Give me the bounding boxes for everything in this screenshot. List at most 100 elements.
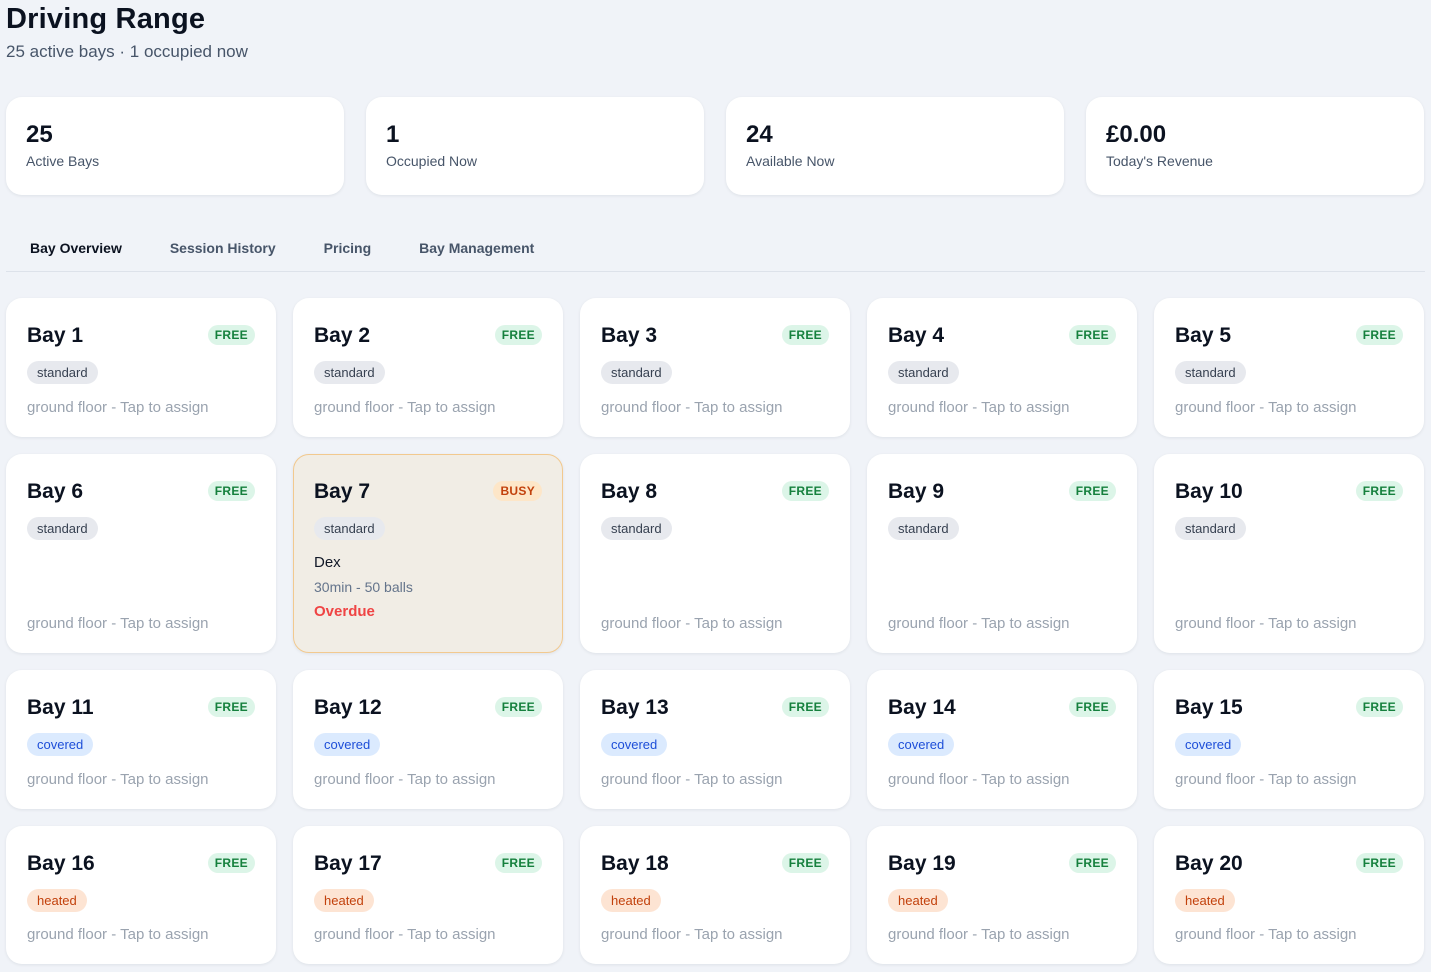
- stat-value: 25: [26, 121, 53, 148]
- bay-type-tag: standard: [601, 361, 672, 384]
- bay-location-hint: ground floor - Tap to assign: [888, 615, 1070, 632]
- bay-card[interactable]: Bay 7 BUSY standard Dex 30min - 50 balls Over…: [293, 454, 563, 653]
- bay-location-hint: ground floor - Tap to assign: [314, 926, 496, 943]
- bay-location-hint: ground floor - Tap to assign: [1175, 399, 1357, 416]
- bay-location-hint: ground floor - Tap to assign: [1175, 771, 1357, 788]
- bay-location-hint: ground floor - Tap to assign: [601, 771, 783, 788]
- bay-type-tag: heated: [314, 889, 374, 912]
- bay-card[interactable]: Bay 18 FREE heated ground floor - Tap to as…: [580, 826, 850, 964]
- bay-card[interactable]: Bay 11 FREE covered ground floor - Tap to a…: [6, 670, 276, 809]
- bay-card[interactable]: Bay 9 FREE standard ground floor - Tap to a…: [867, 454, 1137, 653]
- status-badge: FREE: [1068, 481, 1116, 501]
- bay-type-tag: standard: [27, 361, 98, 384]
- stat-label: Today's Revenue: [1106, 153, 1213, 169]
- bay-name: Bay 5: [1175, 324, 1232, 347]
- status-badge: FREE: [781, 853, 829, 873]
- bay-card[interactable]: Bay 10 FREE standard ground floor - Tap to …: [1154, 454, 1424, 653]
- status-badge: FREE: [494, 697, 542, 717]
- bay-type-tag: covered: [314, 733, 381, 756]
- bay-name: Bay 2: [314, 324, 371, 347]
- session-customer: Dex: [314, 554, 341, 571]
- status-badge: FREE: [1068, 325, 1116, 345]
- bay-card[interactable]: Bay 1 FREE standard ground floor - Tap to a…: [6, 298, 276, 437]
- bay-name: Bay 18: [601, 852, 669, 875]
- status-badge: BUSY: [493, 481, 542, 501]
- bay-type-tag: standard: [1175, 361, 1246, 384]
- bay-card[interactable]: Bay 2 FREE standard ground floor - Tap to a…: [293, 298, 563, 437]
- bay-location-hint: ground floor - Tap to assign: [27, 615, 209, 632]
- tab-bar: Bay Overview Session History Pricing Bay…: [6, 230, 1425, 272]
- stat-label: Available Now: [746, 153, 835, 169]
- bay-grid: Bay 1 FREE standard ground floor - Tap to a…: [6, 298, 1424, 964]
- status-badge: FREE: [207, 481, 255, 501]
- tab-pricing[interactable]: Pricing: [323, 240, 372, 256]
- bay-name: Bay 11: [27, 696, 94, 719]
- bay-name: Bay 16: [27, 852, 95, 875]
- bay-name: Bay 3: [601, 324, 658, 347]
- session-detail: 30min - 50 balls: [314, 579, 413, 595]
- bay-location-hint: ground floor - Tap to assign: [601, 615, 783, 632]
- bay-name: Bay 4: [888, 324, 945, 347]
- bay-card[interactable]: Bay 5 FREE standard ground floor - Tap to a…: [1154, 298, 1424, 437]
- bay-card[interactable]: Bay 4 FREE standard ground floor - Tap to a…: [867, 298, 1137, 437]
- status-badge: FREE: [781, 481, 829, 501]
- bay-type-tag: standard: [888, 517, 959, 540]
- bay-card[interactable]: Bay 17 FREE heated ground floor - Tap to as…: [293, 826, 563, 964]
- bay-name: Bay 14: [888, 696, 956, 719]
- status-badge: FREE: [1068, 697, 1116, 717]
- bay-card[interactable]: Bay 6 FREE standard ground floor - Tap to a…: [6, 454, 276, 653]
- stat-value: 24: [746, 121, 773, 148]
- status-badge: FREE: [781, 697, 829, 717]
- session-overdue-alert: Overdue: [314, 603, 375, 620]
- bay-location-hint: ground floor - Tap to assign: [27, 926, 209, 943]
- bay-name: Bay 12: [314, 696, 382, 719]
- bay-name: Bay 10: [1175, 480, 1243, 503]
- status-badge: FREE: [494, 853, 542, 873]
- bay-name: Bay 1: [27, 324, 84, 347]
- bay-card[interactable]: Bay 14 FREE covered ground floor - Tap to a…: [867, 670, 1137, 809]
- bay-name: Bay 8: [601, 480, 658, 503]
- bay-type-tag: standard: [314, 361, 385, 384]
- bay-card[interactable]: Bay 8 FREE standard ground floor - Tap to a…: [580, 454, 850, 653]
- bay-location-hint: ground floor - Tap to assign: [888, 771, 1070, 788]
- bay-card[interactable]: Bay 13 FREE covered ground floor - Tap to a…: [580, 670, 850, 809]
- bay-type-tag: covered: [27, 733, 94, 756]
- status-badge: FREE: [1355, 325, 1403, 345]
- bay-card[interactable]: Bay 3 FREE standard ground floor - Tap to a…: [580, 298, 850, 437]
- status-badge: FREE: [1355, 853, 1403, 873]
- stat-card-todays-revenue: £0.00 Today's Revenue: [1086, 97, 1424, 195]
- bay-name: Bay 9: [888, 480, 945, 503]
- status-badge: FREE: [1355, 697, 1403, 717]
- bay-type-tag: covered: [601, 733, 668, 756]
- tab-bay-overview[interactable]: Bay Overview: [30, 240, 122, 256]
- stats-row: 25 Active Bays 1 Occupied Now 24 Availab…: [6, 97, 1424, 195]
- stat-card-occupied-now: 1 Occupied Now: [366, 97, 704, 195]
- bay-card[interactable]: Bay 16 FREE heated ground floor - Tap to as…: [6, 826, 276, 964]
- tab-session-history[interactable]: Session History: [169, 240, 276, 256]
- bay-name: Bay 15: [1175, 696, 1243, 719]
- bay-card[interactable]: Bay 19 FREE heated ground floor - Tap to as…: [867, 826, 1137, 964]
- bay-card[interactable]: Bay 20 FREE heated ground floor - Tap to as…: [1154, 826, 1424, 964]
- status-badge: FREE: [207, 697, 255, 717]
- page-header: Driving Range 25 active bays · 1 occupie…: [6, 2, 248, 62]
- status-badge: FREE: [207, 853, 255, 873]
- bay-location-hint: ground floor - Tap to assign: [314, 399, 496, 416]
- bay-location-hint: ground floor - Tap to assign: [601, 926, 783, 943]
- bay-name: Bay 17: [314, 852, 382, 875]
- tab-bay-management[interactable]: Bay Management: [419, 240, 535, 256]
- bay-location-hint: ground floor - Tap to assign: [888, 926, 1070, 943]
- bay-location-hint: ground floor - Tap to assign: [314, 771, 496, 788]
- bay-type-tag: heated: [27, 889, 87, 912]
- bay-location-hint: ground floor - Tap to assign: [601, 399, 783, 416]
- bay-card[interactable]: Bay 12 FREE covered ground floor - Tap to a…: [293, 670, 563, 809]
- bay-type-tag: covered: [1175, 733, 1242, 756]
- status-badge: FREE: [1355, 481, 1403, 501]
- bay-location-hint: ground floor - Tap to assign: [27, 399, 209, 416]
- bay-location-hint: ground floor - Tap to assign: [888, 399, 1070, 416]
- bay-card[interactable]: Bay 15 FREE covered ground floor - Tap to a…: [1154, 670, 1424, 809]
- stat-value: £0.00: [1106, 121, 1167, 148]
- bay-type-tag: covered: [888, 733, 955, 756]
- status-badge: FREE: [494, 325, 542, 345]
- bay-name: Bay 7: [314, 480, 371, 503]
